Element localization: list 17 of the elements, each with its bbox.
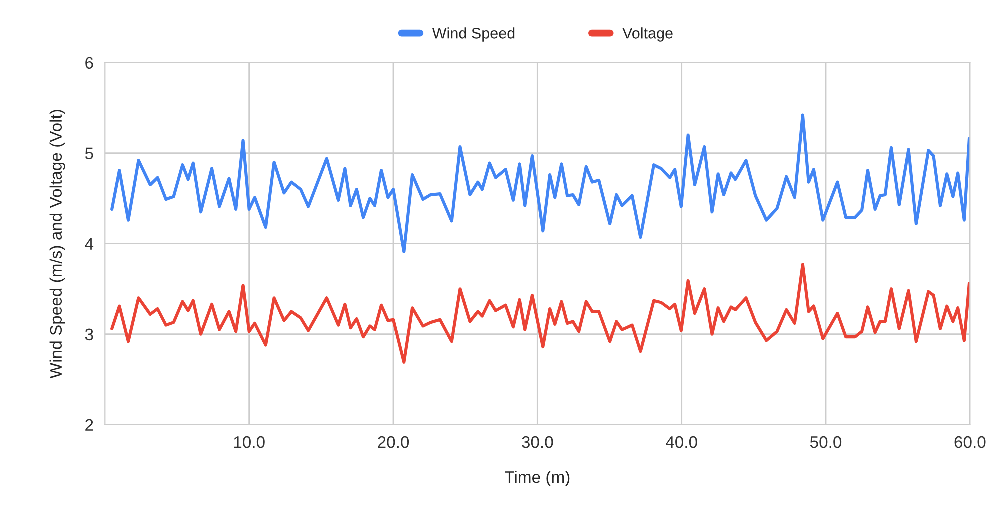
x-tick-label: 50.0 xyxy=(810,436,842,448)
y-tick-label: 4 xyxy=(85,238,94,250)
legend-label: Voltage xyxy=(622,28,673,42)
x-tick-label: 60.0 xyxy=(954,436,986,448)
y-tick-label: 6 xyxy=(86,57,94,70)
x-tick-label: 40.0 xyxy=(666,436,698,448)
x-tick-label: 10.0 xyxy=(234,436,265,448)
line-series xyxy=(110,114,970,254)
y-tick-label: 5 xyxy=(85,148,94,160)
x-tick-label: 20.0 xyxy=(378,436,410,448)
y-axis-title: Wind Speed (m/s) and Voltage (Volt) xyxy=(50,110,66,379)
line-series xyxy=(110,263,970,364)
legend-label: Wind Speed xyxy=(432,28,515,42)
x-tick-label: 30.0 xyxy=(522,436,554,448)
x-axis-title: Time (m) xyxy=(505,470,570,486)
y-tick-label: 3 xyxy=(85,328,94,341)
y-tick-label: 2 xyxy=(86,419,94,431)
